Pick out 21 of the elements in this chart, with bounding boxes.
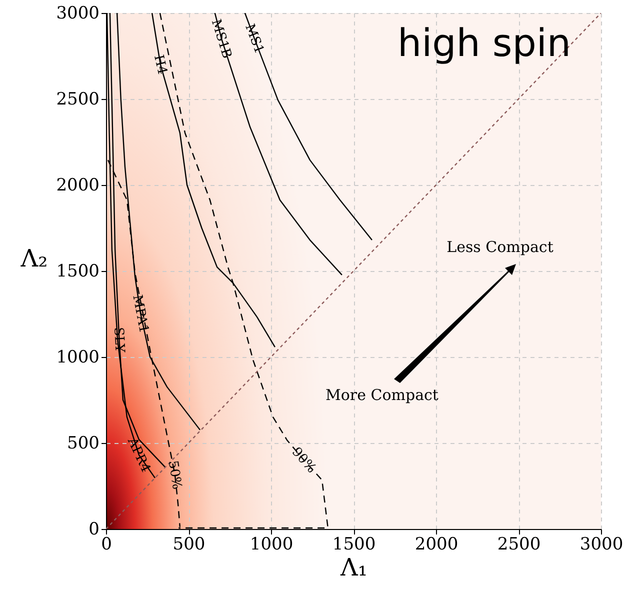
chart-title: high spin (398, 21, 571, 65)
x-axis-title: Λ₁ (340, 554, 368, 582)
annotation: Less Compact (446, 238, 554, 256)
y-tick-label: 1000 (56, 348, 100, 368)
x-tick-label: 2500 (497, 534, 541, 554)
y-tick-label: 2500 (56, 90, 100, 110)
x-tick-label: 0 (101, 534, 112, 554)
annotation: More Compact (326, 386, 438, 404)
text: H4 (150, 53, 170, 76)
text: 50% (164, 460, 184, 490)
y-tick-label: 3000 (56, 4, 100, 24)
x-tick-label: 1500 (332, 534, 376, 554)
x-tick-label: 3000 (580, 534, 624, 554)
y-tick-label: 1500 (56, 262, 100, 282)
y-tick-label: 0 (88, 520, 100, 540)
y-tick-label: 2000 (56, 176, 100, 196)
y-axis-title: Λ₂ (20, 244, 48, 272)
x-tick-label: 1000 (250, 534, 294, 554)
y-tick-label: 500 (67, 434, 100, 454)
x-tick-label: 2000 (414, 534, 458, 554)
x-tick-label: 500 (172, 534, 206, 554)
